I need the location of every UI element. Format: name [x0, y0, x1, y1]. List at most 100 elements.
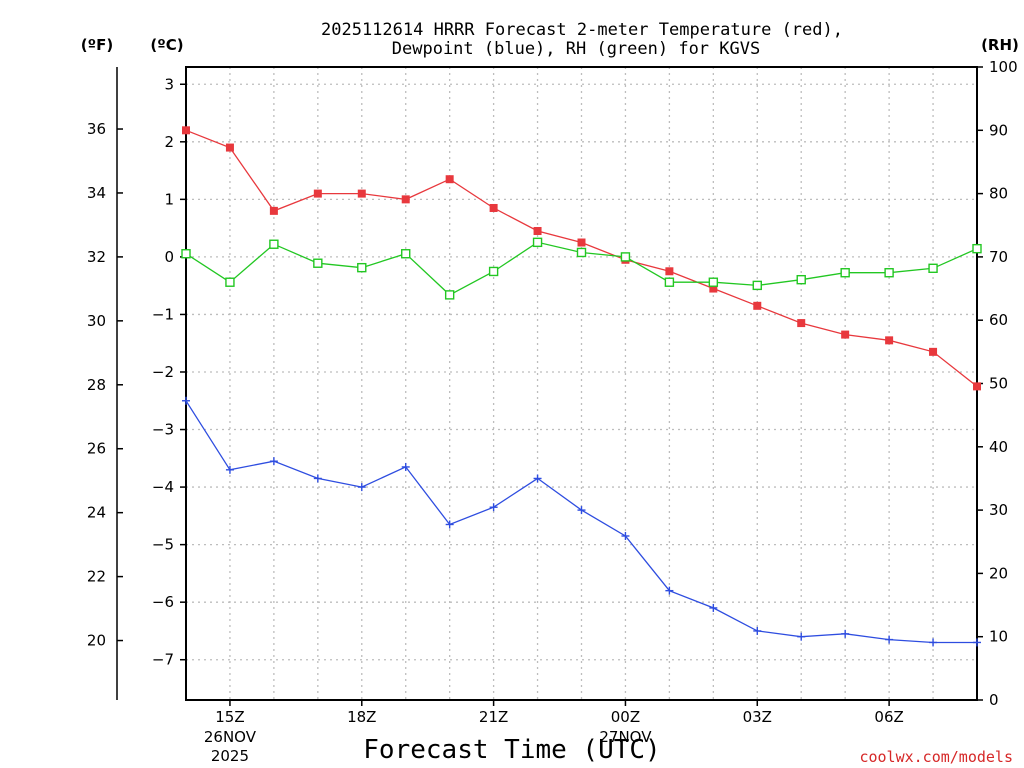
- data-series: [181, 126, 982, 647]
- x-tick-year-label: 2025: [211, 747, 249, 765]
- rh-point: [444, 290, 455, 300]
- dewpoint-point: [533, 474, 542, 483]
- dewpoint-point: [797, 632, 806, 641]
- rh-point: [796, 274, 806, 285]
- temperature-point: [445, 175, 454, 184]
- rh-point: [269, 239, 279, 249]
- temperature-point: [577, 238, 586, 247]
- rh-tick-label: 90: [989, 121, 1008, 139]
- rh-tick-label: 50: [989, 375, 1008, 393]
- chart-title-line1: 2025112614 HRRR Forecast 2-meter Tempera…: [321, 20, 843, 40]
- fahrenheit-unit-label: (ºF): [81, 36, 113, 54]
- temperature-point: [797, 319, 806, 328]
- x-tick-date-label: 27NOV: [599, 728, 652, 746]
- dewpoint-point: [577, 506, 586, 515]
- x-tick-label: 00Z: [611, 708, 640, 726]
- x-tick-label: 21Z: [479, 708, 508, 726]
- rh-point: [972, 243, 982, 254]
- celsius-tick-label: −2: [152, 363, 174, 381]
- dewpoint-point: [489, 503, 498, 512]
- fahrenheit-tick-label: 36: [87, 120, 106, 138]
- temperature-point: [313, 189, 322, 198]
- temperature-point: [665, 267, 674, 276]
- dewpoint-point: [357, 483, 366, 492]
- celsius-tick-label: 0: [164, 248, 174, 266]
- rh-tick-label: 100: [989, 58, 1018, 76]
- rh-point: [576, 247, 587, 258]
- fahrenheit-tick-label: 28: [87, 376, 106, 394]
- celsius-tick-label: −5: [152, 536, 174, 554]
- celsius-tick-label: 2: [164, 133, 174, 151]
- temperature-point: [709, 284, 718, 293]
- dewpoint-point: [401, 462, 410, 471]
- series-rh: [181, 237, 982, 300]
- dewpoint-point: [621, 531, 630, 540]
- temperature-point: [269, 206, 278, 215]
- celsius-tick-label: −3: [152, 421, 174, 439]
- celsius-tick-label: 3: [164, 75, 174, 93]
- temperature-point: [885, 336, 894, 345]
- gridlines: [186, 67, 977, 700]
- rh-point: [225, 277, 235, 287]
- dewpoint-line: [185, 400, 977, 644]
- temperature-point: [533, 227, 542, 236]
- rh-point: [401, 249, 411, 259]
- credit-link[interactable]: coolwx.com/models: [859, 748, 1013, 766]
- celsius-unit-label: (ºC): [150, 36, 183, 54]
- plot-frame: [185, 66, 978, 701]
- dewpoint-point: [269, 457, 278, 466]
- temperature-point: [489, 203, 498, 212]
- fahrenheit-tick-label: 20: [87, 632, 106, 650]
- fahrenheit-tick-label: 32: [87, 248, 106, 266]
- rh-tick-label: 80: [989, 185, 1008, 203]
- temperature-point: [182, 126, 190, 135]
- x-tick-label: 06Z: [874, 708, 903, 726]
- temperature-point: [401, 195, 410, 204]
- rh-tick-label: 60: [989, 311, 1008, 329]
- dewpoint-point: [973, 638, 981, 647]
- fahrenheit-tick-label: 22: [87, 568, 106, 586]
- rh-point: [708, 277, 719, 287]
- temperature-line: [185, 129, 978, 387]
- fahrenheit-tick-label: 34: [87, 184, 106, 202]
- dewpoint-point: [445, 520, 454, 529]
- celsius-tick-label: −6: [152, 593, 174, 611]
- dewpoint-point: [182, 396, 190, 405]
- fahrenheit-tick-label: 30: [87, 312, 106, 330]
- rh-point: [357, 262, 367, 273]
- dewpoint-point: [753, 626, 762, 635]
- rh-point: [664, 277, 675, 287]
- rh-tick-label: 10: [989, 628, 1008, 646]
- x-tick-label: 15Z: [215, 708, 244, 726]
- x-tick-label: 03Z: [743, 708, 772, 726]
- x-tick-date-label: 26NOV: [204, 728, 257, 746]
- dewpoint-point: [313, 474, 322, 483]
- dewpoint-point: [709, 603, 718, 612]
- rh-point: [928, 263, 938, 273]
- rh-tick-label: 30: [989, 501, 1008, 519]
- celsius-tick-label: −4: [152, 478, 174, 496]
- rh-unit-label: (RH): [981, 36, 1019, 54]
- temperature-point: [225, 143, 234, 152]
- rh-point: [752, 280, 762, 291]
- temperature-point: [753, 301, 762, 310]
- fahrenheit-tick-label: 26: [87, 440, 106, 458]
- rh-point: [532, 237, 543, 248]
- temperature-point: [973, 382, 981, 391]
- series-dewpoint: [182, 396, 981, 647]
- celsius-tick-label: 1: [164, 190, 174, 208]
- dewpoint-point: [841, 629, 850, 638]
- rh-tick-label: 0: [989, 691, 999, 709]
- axis-ticks: 3210−1−2−3−4−5−6−73634323028262422201009…: [87, 58, 1018, 709]
- rh-point: [620, 252, 631, 262]
- celsius-tick-label: −7: [152, 651, 174, 669]
- fahrenheit-tick-label: 24: [87, 504, 106, 522]
- temperature-point: [841, 330, 850, 339]
- temperature-point: [357, 189, 366, 198]
- dewpoint-point: [665, 586, 674, 595]
- celsius-tick-label: −1: [152, 305, 174, 323]
- rh-tick-label: 40: [989, 438, 1008, 456]
- rh-tick-label: 70: [989, 248, 1008, 266]
